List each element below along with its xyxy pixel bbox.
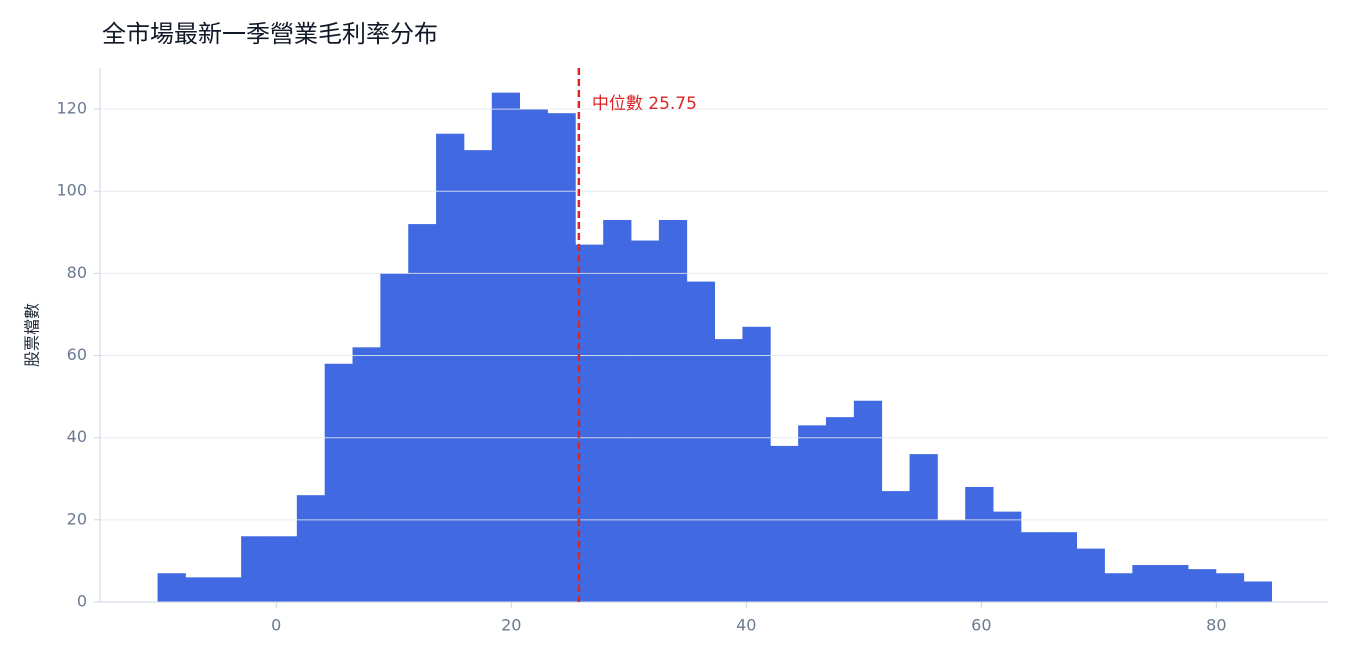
bar <box>631 240 660 602</box>
bar <box>853 400 883 602</box>
y-tick-label: 60 <box>67 345 87 364</box>
bar <box>547 113 576 602</box>
bar <box>881 491 910 602</box>
bar <box>714 339 743 602</box>
bar <box>352 347 381 602</box>
bar <box>742 326 771 602</box>
bar <box>909 454 938 602</box>
bar <box>1076 548 1105 602</box>
bar <box>463 150 493 602</box>
x-tick-label: 60 <box>971 616 991 635</box>
bar <box>1160 565 1189 602</box>
bar <box>491 92 521 603</box>
bar <box>825 417 855 602</box>
bar <box>1048 532 1078 602</box>
y-tick-label: 100 <box>56 181 87 200</box>
bar <box>965 486 994 602</box>
bar <box>185 577 214 602</box>
bar <box>1020 532 1050 602</box>
bar <box>157 573 186 602</box>
x-tick-label: 80 <box>1206 616 1226 635</box>
bar <box>324 363 353 602</box>
bar <box>1243 581 1272 602</box>
x-tick-label: 0 <box>271 616 281 635</box>
bar <box>436 133 465 602</box>
bar <box>770 445 799 602</box>
bar <box>993 511 1022 602</box>
bar <box>1104 573 1133 602</box>
y-tick-label: 0 <box>77 592 87 611</box>
y-axis-label: 股票檔數 <box>23 303 42 367</box>
bar <box>408 224 437 603</box>
chart-title: 全市場最新一季營業毛利率分布 <box>102 20 438 48</box>
y-tick-label: 40 <box>67 427 87 446</box>
median-label: 中位數 25.75 <box>592 94 697 114</box>
bar <box>1215 573 1245 602</box>
bar <box>798 425 827 602</box>
bar <box>937 519 966 602</box>
bar <box>603 219 632 602</box>
x-tick-label: 40 <box>736 616 756 635</box>
bar <box>296 495 326 602</box>
bar <box>268 536 298 602</box>
bar <box>213 577 242 602</box>
bar <box>241 536 270 602</box>
y-tick-label: 20 <box>67 509 87 528</box>
y-tick-label: 80 <box>67 263 87 282</box>
x-tick-label: 20 <box>501 616 521 635</box>
bar <box>658 219 688 602</box>
y-tick-label: 120 <box>56 99 87 118</box>
bar <box>686 281 715 602</box>
bar <box>1132 565 1161 602</box>
bar <box>1188 569 1217 602</box>
